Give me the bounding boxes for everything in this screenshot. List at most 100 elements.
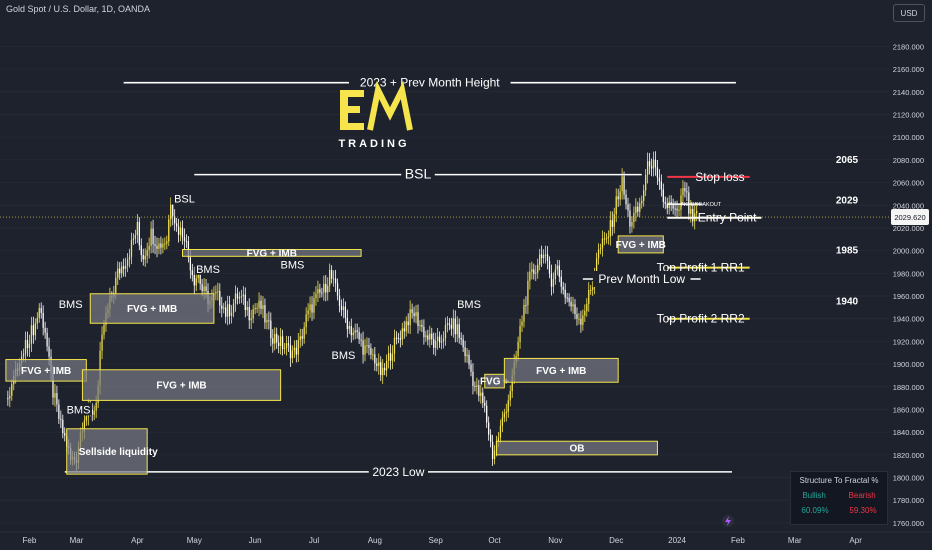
candle-body	[488, 422, 490, 435]
candle-body	[174, 216, 176, 224]
candle-body	[682, 187, 684, 196]
candle-body	[419, 324, 421, 327]
level-label-bg	[401, 166, 435, 183]
candle-body	[28, 343, 31, 349]
candle-body	[42, 312, 44, 328]
candle-body	[462, 339, 464, 348]
candle-body	[166, 241, 168, 244]
candle-body	[307, 310, 309, 315]
candle-body	[664, 201, 666, 204]
candle-body	[609, 220, 611, 237]
candle-body	[279, 336, 282, 347]
candle-body	[662, 189, 664, 202]
candle-body	[478, 385, 480, 396]
candle-body	[411, 309, 413, 313]
zone-box	[66, 428, 148, 475]
candle-body	[505, 411, 507, 414]
lightning-icon-glyph	[725, 516, 731, 526]
candle-body	[366, 345, 368, 347]
candle-body	[631, 221, 633, 227]
last-price-tag	[891, 209, 929, 226]
candle-body	[423, 326, 425, 338]
zone-box	[617, 235, 664, 254]
price-tick-label: 1980.000	[893, 269, 924, 278]
candle-body	[376, 363, 378, 366]
candle-body	[446, 323, 449, 326]
price-tick-label: 1900.000	[893, 360, 924, 369]
candle-body	[684, 187, 686, 192]
candle-body	[305, 314, 307, 328]
candle-body	[646, 161, 649, 175]
price-tick-label: 1880.000	[893, 383, 924, 392]
bms-label-bg	[57, 296, 85, 310]
candle-body	[30, 325, 33, 344]
time-tick-label: Mar	[788, 536, 802, 545]
price-tick-label: 2140.000	[893, 88, 924, 97]
time-tick-label: 2024	[668, 536, 686, 545]
candle-body	[472, 371, 474, 386]
logo-bar	[340, 90, 364, 97]
candle-body	[336, 283, 339, 296]
candle-body	[641, 200, 643, 204]
candle-body	[686, 191, 688, 193]
candle-body	[554, 269, 557, 280]
candle-body	[185, 240, 188, 242]
candle-body	[168, 219, 170, 242]
candle-body	[303, 327, 305, 339]
price-tick-label: 1820.000	[893, 451, 924, 460]
currency-button[interactable]: USD	[893, 4, 925, 22]
time-tick-label: Jun	[249, 536, 262, 545]
candle-body	[7, 398, 9, 400]
candle-body	[195, 278, 197, 286]
candle-body	[354, 330, 356, 333]
lightning-icon	[722, 515, 734, 527]
candle-body	[486, 405, 488, 423]
candle-body	[566, 297, 568, 299]
candle-body	[407, 321, 409, 326]
bms-label: BMS	[280, 259, 304, 271]
candle-body	[327, 285, 329, 293]
candle-body	[464, 347, 466, 357]
candle-body	[535, 272, 537, 274]
candle-body	[519, 325, 521, 342]
level-label: 2023 Low	[372, 465, 424, 479]
logo-bar	[340, 123, 364, 130]
candle-body	[146, 250, 148, 256]
candle-body	[397, 337, 400, 339]
candle-body	[570, 301, 572, 307]
candle-body	[199, 273, 201, 285]
candle-body	[482, 392, 484, 403]
candle-body	[605, 238, 608, 240]
candle-body	[299, 336, 301, 341]
price-tick-label: 2080.000	[893, 156, 924, 165]
level-label-bg	[348, 74, 511, 91]
bms-label: BMS	[332, 350, 356, 362]
structure-table: Structure To Fractal % Bullish Bearish 6…	[790, 471, 888, 525]
candle-body	[248, 307, 250, 321]
level-value: 1940	[836, 297, 859, 308]
candle-body	[393, 337, 396, 354]
bms-label: BMS	[67, 404, 91, 416]
bearish-label: Bearish	[848, 491, 876, 500]
candle-body	[126, 259, 129, 266]
candle-body	[421, 324, 423, 327]
level-label-bg	[592, 271, 691, 287]
candle-body	[201, 284, 203, 292]
candle-body	[344, 306, 347, 318]
candle-body	[128, 256, 131, 260]
candle-body	[454, 318, 456, 335]
candle-body	[627, 204, 629, 211]
candle-body	[582, 315, 584, 325]
candle-body	[537, 264, 539, 273]
last-price-value: 2029.620	[894, 213, 925, 222]
price-tick-label: 1860.000	[893, 405, 924, 414]
candle-body	[448, 323, 451, 325]
candle-body	[246, 307, 248, 311]
candle-body	[164, 243, 166, 245]
zone-box	[496, 440, 658, 456]
candle-body	[652, 159, 655, 169]
candle-body	[193, 274, 195, 286]
candle-body	[680, 195, 682, 210]
